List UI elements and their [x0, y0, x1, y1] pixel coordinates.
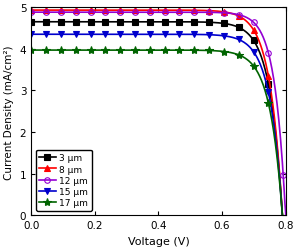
- 15 μm: [67, 34, 71, 36]
- 12 μm: [30, 12, 33, 14]
- 17 μm: [41, 49, 44, 52]
- Line: 17 μm: 17 μm: [27, 47, 286, 219]
- 15 μm: [151, 34, 155, 36]
- 8 μm: [113, 10, 117, 12]
- 15 μm: [41, 34, 44, 36]
- 3 μm: [113, 21, 117, 24]
- Y-axis label: Current Density (mA/cm²): Current Density (mA/cm²): [4, 45, 14, 179]
- 3 μm: [280, 213, 284, 216]
- 8 μm: [151, 10, 155, 12]
- Legend: 3 μm, 8 μm, 12 μm, 15 μm, 17 μm: 3 μm, 8 μm, 12 μm, 15 μm, 17 μm: [36, 150, 92, 211]
- 3 μm: [41, 21, 44, 24]
- X-axis label: Voltage (V): Voltage (V): [128, 236, 189, 246]
- 8 μm: [30, 10, 33, 12]
- 8 μm: [32, 10, 36, 12]
- 12 μm: [81, 12, 84, 14]
- 17 μm: [32, 49, 36, 52]
- 12 μm: [254, 24, 257, 26]
- 8 μm: [67, 10, 71, 12]
- Line: 12 μm: 12 μm: [28, 10, 289, 218]
- 12 μm: [263, 41, 267, 44]
- 17 μm: [30, 49, 33, 52]
- 15 μm: [113, 34, 117, 36]
- 8 μm: [41, 10, 44, 12]
- 3 μm: [32, 21, 36, 24]
- 3 μm: [67, 21, 71, 24]
- 8 μm: [227, 12, 231, 15]
- 3 μm: [151, 21, 155, 24]
- 15 μm: [32, 34, 36, 36]
- Line: 8 μm: 8 μm: [28, 8, 285, 218]
- 12 μm: [240, 15, 243, 18]
- Line: 15 μm: 15 μm: [28, 32, 285, 218]
- 3 μm: [227, 24, 231, 27]
- 17 μm: [151, 49, 155, 52]
- 3 μm: [30, 21, 33, 24]
- Line: 3 μm: 3 μm: [28, 20, 285, 218]
- 12 μm: [284, 214, 288, 217]
- 15 μm: [280, 213, 284, 216]
- 15 μm: [30, 34, 33, 36]
- 17 μm: [280, 213, 284, 216]
- 17 μm: [67, 49, 71, 52]
- 17 μm: [113, 49, 117, 52]
- 12 μm: [243, 16, 247, 19]
- 17 μm: [227, 52, 231, 54]
- 8 μm: [280, 213, 284, 216]
- 15 μm: [227, 36, 231, 39]
- 12 μm: [133, 12, 137, 14]
